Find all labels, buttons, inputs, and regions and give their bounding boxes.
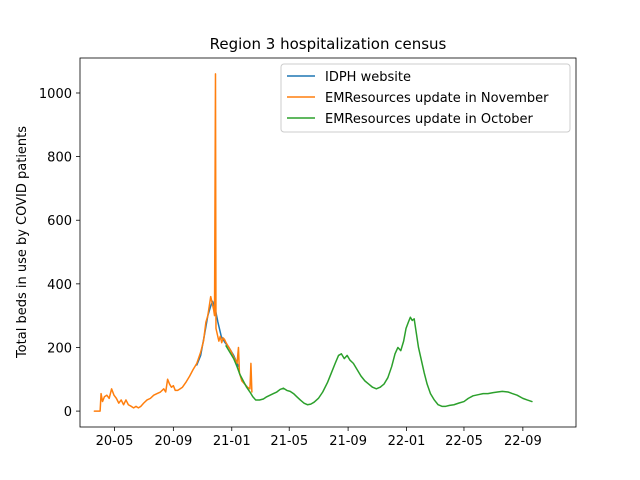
x-tick-label: 22-05 — [445, 434, 483, 449]
legend-label-2: EMResources update in October — [325, 112, 534, 127]
axes: 20-05 20-09 21-01 21-05 21-09 22-01 22-05 22-09… — [39, 57, 577, 449]
y-tick-label: 400 — [47, 278, 72, 293]
y-tick-label: 800 — [47, 151, 72, 166]
y-tick-label: 600 — [47, 214, 72, 229]
legend-box — [280, 63, 571, 133]
x-tick-label: 22-09 — [504, 434, 542, 449]
series-line-2 — [225, 316, 533, 408]
x-tick-label: 21-01 — [213, 434, 251, 449]
legend-label-0: IDPH website — [325, 70, 411, 85]
legend: IDPH website EMResources update in Novemb… — [280, 63, 571, 133]
legend-label-1: EMResources update in November — [325, 91, 549, 106]
series-line-1 — [93, 73, 253, 412]
x-tick-label: 20-09 — [154, 434, 192, 449]
series-lines — [93, 73, 533, 412]
x-tick-label: 21-05 — [270, 434, 308, 449]
axes-frame — [79, 57, 577, 428]
plot-area — [93, 73, 533, 412]
x-tick-label: 21-09 — [329, 434, 367, 449]
y-tick-label: 200 — [47, 341, 72, 356]
y-tick-label: 0 — [64, 405, 72, 420]
chart-title: Region 3 hospitalization census — [210, 35, 447, 53]
x-tick-label: 20-05 — [96, 434, 134, 449]
y-axis-label: Total beds in use by COVID patients — [15, 126, 30, 359]
x-tick-label: 22-01 — [388, 434, 426, 449]
y-tick-label: 1000 — [39, 87, 72, 102]
